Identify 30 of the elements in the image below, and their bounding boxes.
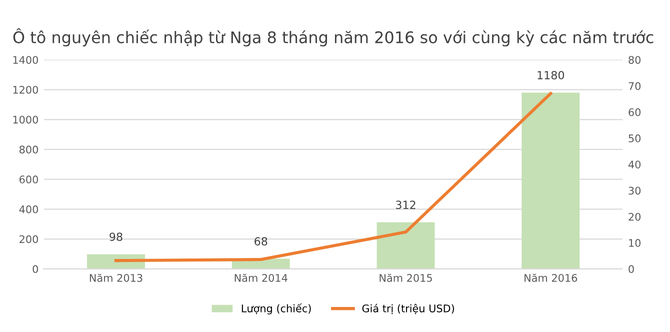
y2-tick-label: 0	[628, 265, 634, 274]
legend-label: Giá trị (triệu USD)	[362, 304, 454, 314]
bar	[522, 92, 580, 269]
y-tick-label: 1200	[13, 86, 38, 94]
y2-tick-label: 20	[628, 212, 641, 221]
y-tick-label: 200	[20, 235, 38, 244]
y-tick-label: 0	[32, 265, 38, 274]
y-tick-label: 1400	[13, 56, 38, 64]
data-label: 68	[254, 237, 268, 246]
y2-tick-label: 60	[628, 108, 641, 116]
y2-tick-label: 70	[628, 82, 641, 90]
bar	[376, 222, 435, 269]
x-tick-label: Năm 2015	[380, 274, 432, 282]
y-tick-label: 1000	[13, 116, 38, 124]
data-label: 98	[110, 232, 122, 242]
y-tick-label: 600	[20, 176, 38, 184]
legend-label: Lượng (chiếc)	[242, 303, 311, 314]
y2-tick-label: 40	[628, 160, 641, 168]
x-tick-label: Năm 2016	[524, 274, 578, 282]
y2-tick-label: 30	[628, 186, 641, 195]
y2-tick-label: 10	[629, 239, 641, 247]
data-label: 1180	[538, 70, 564, 80]
y2-tick-label: 50	[628, 134, 641, 142]
chart-title: Ô tô nguyên chiếc nhập từ Nga 8 tháng năm 2016 so với cùng kỳ các năm trước	[13, 28, 654, 46]
y2-tick-label: 80	[628, 56, 641, 64]
y-tick-label: 800	[20, 146, 38, 154]
x-tick-label: Năm 2014	[234, 274, 288, 282]
data-label: 312	[396, 200, 416, 210]
x-tick-label: Năm 2013	[90, 274, 142, 282]
y-tick-label: 400	[19, 205, 38, 214]
